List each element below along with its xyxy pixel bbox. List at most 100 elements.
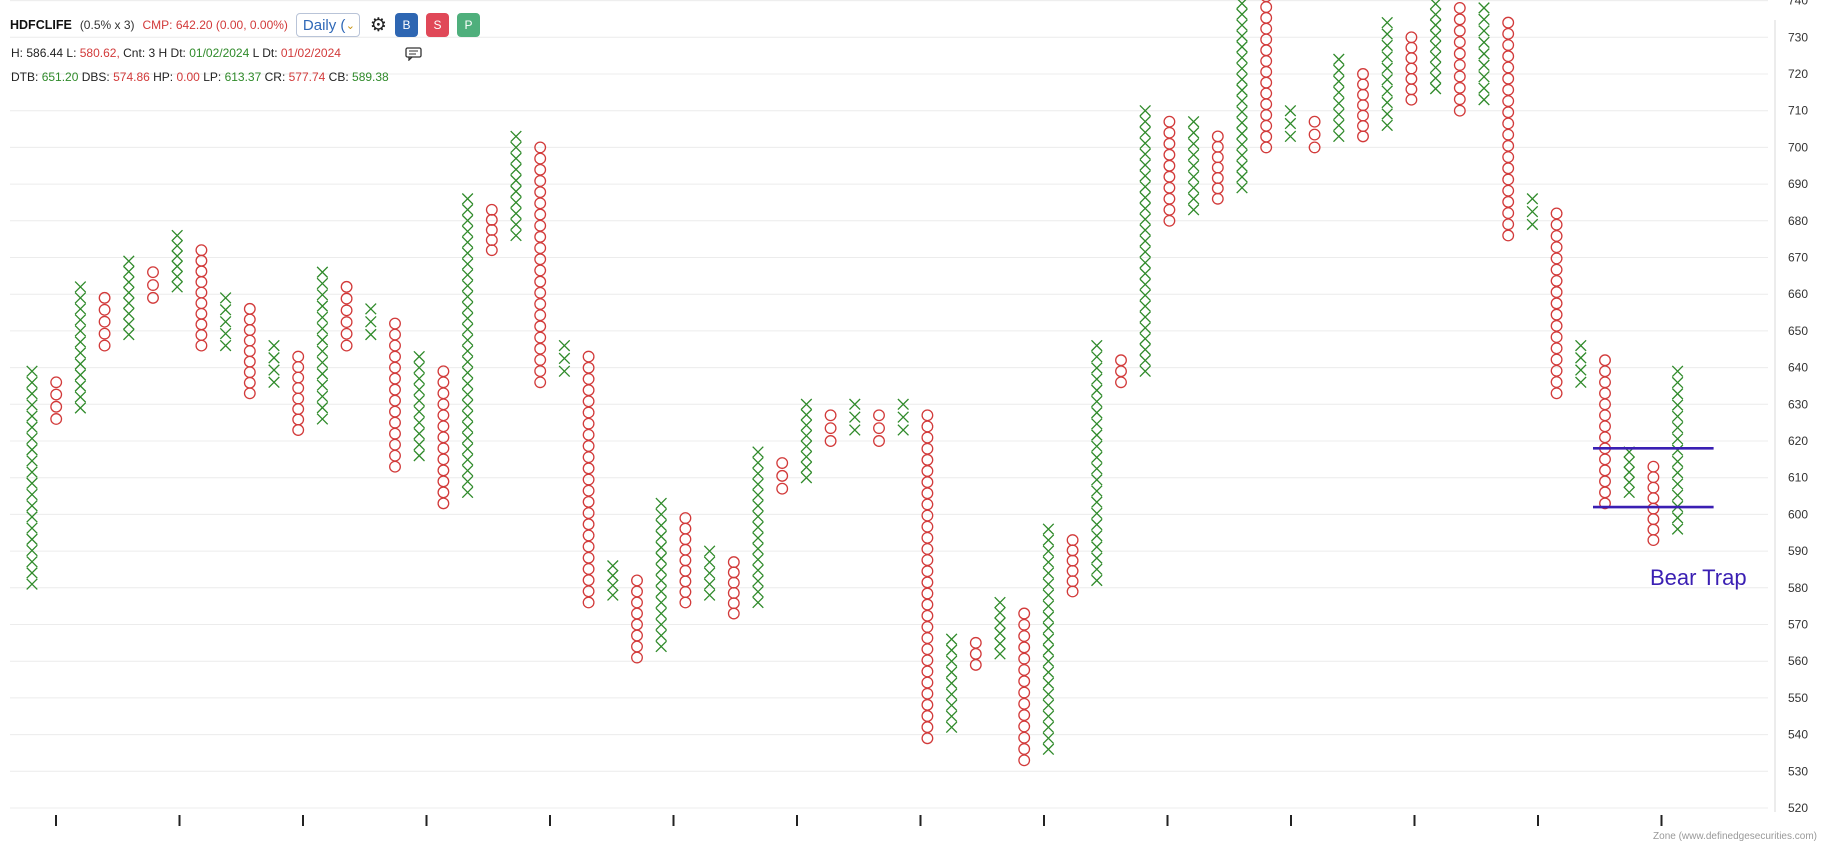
x-column (171, 229, 183, 293)
sell-button[interactable]: S (425, 13, 449, 37)
o-column (776, 457, 789, 495)
x-column (1526, 193, 1539, 231)
x-mark (461, 367, 474, 379)
x-mark (461, 377, 474, 390)
symbol-label[interactable]: HDFCLIFE (10, 18, 72, 32)
o-mark (1357, 130, 1369, 143)
x-mark (1478, 2, 1490, 14)
ldt-value: 01/02/2024 (280, 46, 341, 60)
p-button-label: P (464, 18, 473, 32)
x-column (1091, 339, 1103, 587)
x-mark (752, 456, 764, 469)
o-column (389, 317, 401, 473)
o-mark (1163, 203, 1176, 216)
x-mark (26, 376, 38, 389)
x-mark (1381, 51, 1393, 63)
p-button[interactable]: P (456, 13, 480, 37)
x-mark (1671, 376, 1684, 389)
x-mark (703, 589, 716, 601)
o-mark (582, 484, 595, 497)
x-mark (26, 578, 38, 590)
o-mark (921, 531, 934, 544)
x-mark (26, 533, 38, 546)
x-mark (1236, 19, 1248, 31)
o-mark (1502, 195, 1515, 208)
x-column (365, 303, 377, 341)
x-mark (510, 207, 522, 220)
o-mark (98, 315, 111, 328)
timeframe-select[interactable]: Daily ( ⌄ (295, 13, 360, 37)
o-mark (485, 224, 498, 236)
x-mark (316, 356, 329, 369)
o-mark (921, 721, 934, 734)
x-mark (1333, 119, 1345, 132)
o-column (98, 291, 111, 352)
o-mark (1550, 241, 1563, 254)
o-mark (1599, 376, 1611, 389)
o-mark (631, 640, 643, 653)
o-mark (437, 442, 450, 455)
o-mark (389, 317, 401, 330)
o-mark (1163, 126, 1176, 139)
o-mark (921, 542, 934, 555)
o-mark (1018, 675, 1031, 688)
cmp-label: CMP: 642.20 (0.00, 0.00%) (142, 18, 288, 32)
comment-icon[interactable] (405, 47, 422, 64)
x-mark (1478, 93, 1490, 106)
x-mark (1381, 119, 1393, 132)
x-mark (413, 416, 425, 429)
x-mark (510, 218, 522, 231)
o-mark (1018, 754, 1031, 767)
o-mark (921, 554, 934, 567)
x-mark (1091, 384, 1103, 397)
o-mark (921, 565, 934, 578)
stats-line-2: DTB: 651.20 DBS: 574.86 HP: 0.00 LP: 613… (11, 70, 389, 84)
o-mark (969, 658, 982, 671)
x-mark (219, 304, 232, 316)
x-mark (1381, 28, 1393, 40)
x-column (849, 398, 861, 436)
o-column (969, 636, 982, 671)
x-mark (703, 567, 716, 579)
o-mark (1357, 88, 1369, 101)
y-tick-label: 600 (1788, 507, 1808, 521)
x-mark (461, 290, 474, 303)
o-mark (1599, 420, 1611, 433)
o-column (727, 556, 740, 620)
x-mark (461, 388, 474, 401)
y-tick-label: 640 (1788, 361, 1808, 375)
x-mark (461, 225, 474, 238)
x-mark (461, 334, 474, 346)
x-mark (1381, 108, 1393, 120)
o-mark (582, 384, 595, 397)
o-mark (1550, 263, 1563, 276)
hp-label: HP: (153, 70, 174, 84)
y-tick-label: 720 (1788, 67, 1808, 81)
x-mark (1091, 418, 1103, 430)
gear-icon[interactable]: ⚙ (369, 14, 387, 36)
x-mark (1139, 148, 1151, 160)
o-mark (631, 607, 643, 620)
o-mark (1018, 686, 1031, 699)
x-mark (461, 399, 474, 412)
o-mark (1453, 59, 1466, 71)
o-mark (1502, 106, 1515, 119)
buy-button[interactable]: B (394, 13, 418, 37)
o-mark (1260, 119, 1273, 132)
o-mark (50, 376, 63, 389)
x-mark (1042, 688, 1055, 700)
o-mark (437, 453, 450, 466)
o-mark (1405, 41, 1418, 54)
x-mark (413, 361, 425, 374)
x-mark (1478, 36, 1490, 49)
o-mark (389, 350, 401, 363)
x-mark (1139, 354, 1151, 367)
y-tick-label: 580 (1788, 581, 1808, 595)
l-label: L: (66, 46, 77, 60)
x-mark (171, 239, 183, 252)
o-mark (824, 409, 837, 422)
x-mark (510, 196, 522, 209)
o-column (292, 350, 305, 436)
x-mark (413, 405, 425, 418)
